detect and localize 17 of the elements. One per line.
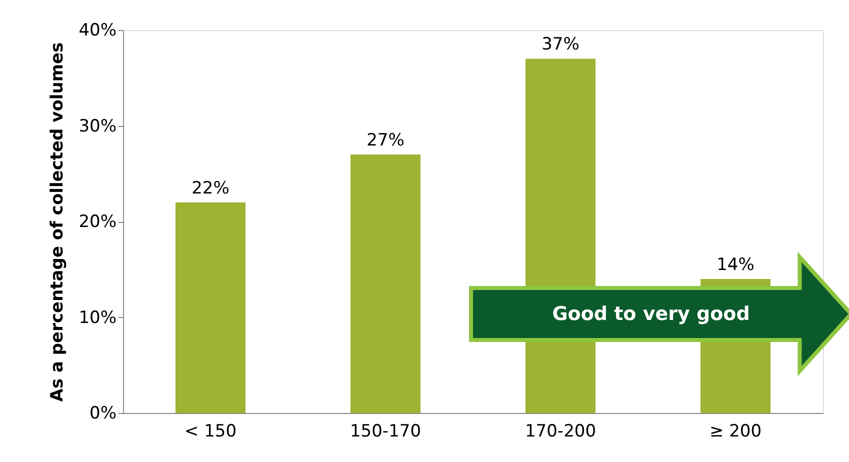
x-tick-label: ≥ 200 bbox=[709, 422, 762, 442]
data-label: 14% bbox=[716, 254, 754, 275]
bar bbox=[350, 154, 420, 413]
y-tick-label: 10% bbox=[78, 308, 116, 328]
x-tick-label: 150-170 bbox=[350, 422, 422, 442]
data-label: 27% bbox=[366, 130, 404, 150]
annotation: Good to very good bbox=[552, 303, 750, 325]
y-tick-label: 20% bbox=[78, 212, 116, 232]
bar bbox=[176, 202, 246, 413]
y-tick-label: 40% bbox=[78, 20, 116, 40]
y-axis-title: As a percentage of collected volumes bbox=[48, 42, 68, 402]
data-label: 22% bbox=[192, 178, 230, 198]
y-tick-label: 0% bbox=[90, 404, 116, 424]
data-label: 37% bbox=[542, 34, 580, 55]
x-tick-label: 170-200 bbox=[524, 422, 596, 442]
y-tick-label: 30% bbox=[78, 116, 116, 136]
x-tick-label: < 150 bbox=[184, 422, 237, 442]
